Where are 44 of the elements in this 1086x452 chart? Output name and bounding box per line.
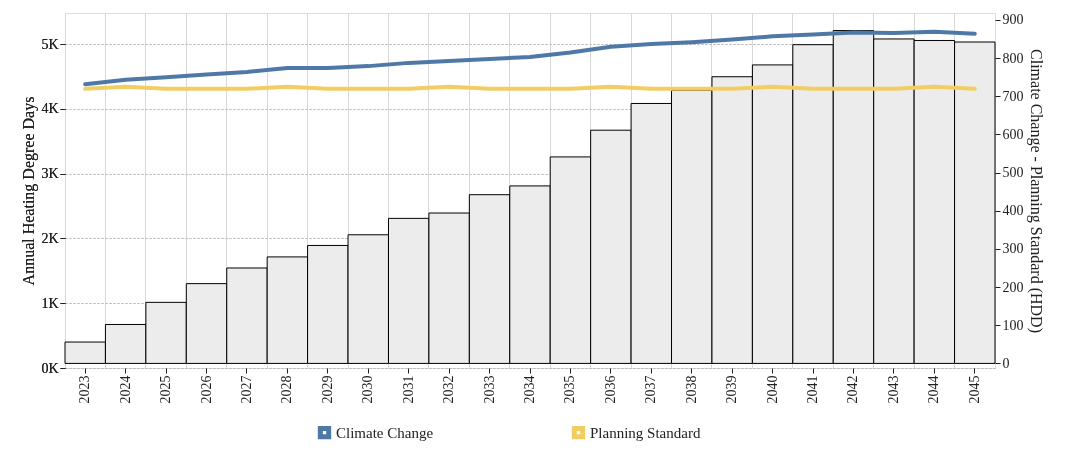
x-tick-label: 2040 bbox=[764, 375, 780, 404]
x-tick-label: 2045 bbox=[966, 375, 982, 404]
y2-tick-label: 800 bbox=[1002, 50, 1024, 66]
y-tick-label: 3K bbox=[41, 166, 59, 182]
y-axis-title: Annual Heating Degree Days bbox=[20, 96, 39, 286]
y2-axis-title: Climate Change - Planning Standard (HDD) bbox=[1026, 49, 1045, 333]
x-tick-label: 2025 bbox=[158, 375, 174, 404]
y2-tick-label: 700 bbox=[1002, 88, 1024, 104]
y-tick-label: 1K bbox=[41, 295, 59, 311]
y2-tick-label: 0 bbox=[1002, 355, 1010, 371]
x-tick-label: 2036 bbox=[602, 375, 618, 404]
x-tick-label: 2029 bbox=[319, 375, 335, 404]
x-tick-label: 2035 bbox=[562, 375, 578, 404]
y-tick-label: 0K bbox=[41, 360, 59, 376]
y2-tick-label: 900 bbox=[1002, 12, 1024, 28]
x-tick-label: 2034 bbox=[522, 375, 537, 404]
y-tick-label: 5K bbox=[41, 36, 59, 52]
y2-tick-label: 600 bbox=[1002, 126, 1024, 142]
x-tick-label: 2042 bbox=[845, 375, 861, 404]
x-tick-label: 2038 bbox=[683, 375, 699, 404]
y2-tick-label: 100 bbox=[1002, 317, 1024, 333]
legend-label: Climate Change bbox=[336, 424, 434, 441]
x-tick-label: 2033 bbox=[481, 375, 497, 404]
x-tick-label: 2031 bbox=[400, 375, 416, 404]
x-tick-label: 2039 bbox=[724, 375, 740, 404]
x-tick-label: 2030 bbox=[360, 375, 376, 404]
x-tick-label: 2026 bbox=[198, 375, 214, 404]
x-tick-label: 2023 bbox=[77, 375, 93, 404]
x-tick-label: 2041 bbox=[805, 375, 821, 404]
legend-label: Planning Standard bbox=[590, 424, 701, 441]
y-tick-label: 4K bbox=[41, 101, 59, 117]
x-tick-label: 2032 bbox=[441, 375, 457, 404]
x-tick-label: 2027 bbox=[238, 375, 254, 404]
y2-tick-label: 300 bbox=[1002, 241, 1024, 257]
y2-tick-label: 400 bbox=[1002, 203, 1024, 219]
x-tick-label: 2028 bbox=[279, 375, 295, 404]
y2-tick-label: 200 bbox=[1002, 279, 1024, 295]
x-tick-label: 2037 bbox=[643, 375, 659, 404]
x-tick-label: 2043 bbox=[885, 375, 901, 404]
y2-tick-label: 500 bbox=[1002, 165, 1024, 181]
x-tick-label: 2024 bbox=[117, 375, 133, 404]
x-tick-label: 2044 bbox=[926, 375, 942, 404]
line-series bbox=[83, 29, 977, 87]
y-tick-label: 2K bbox=[41, 230, 59, 246]
